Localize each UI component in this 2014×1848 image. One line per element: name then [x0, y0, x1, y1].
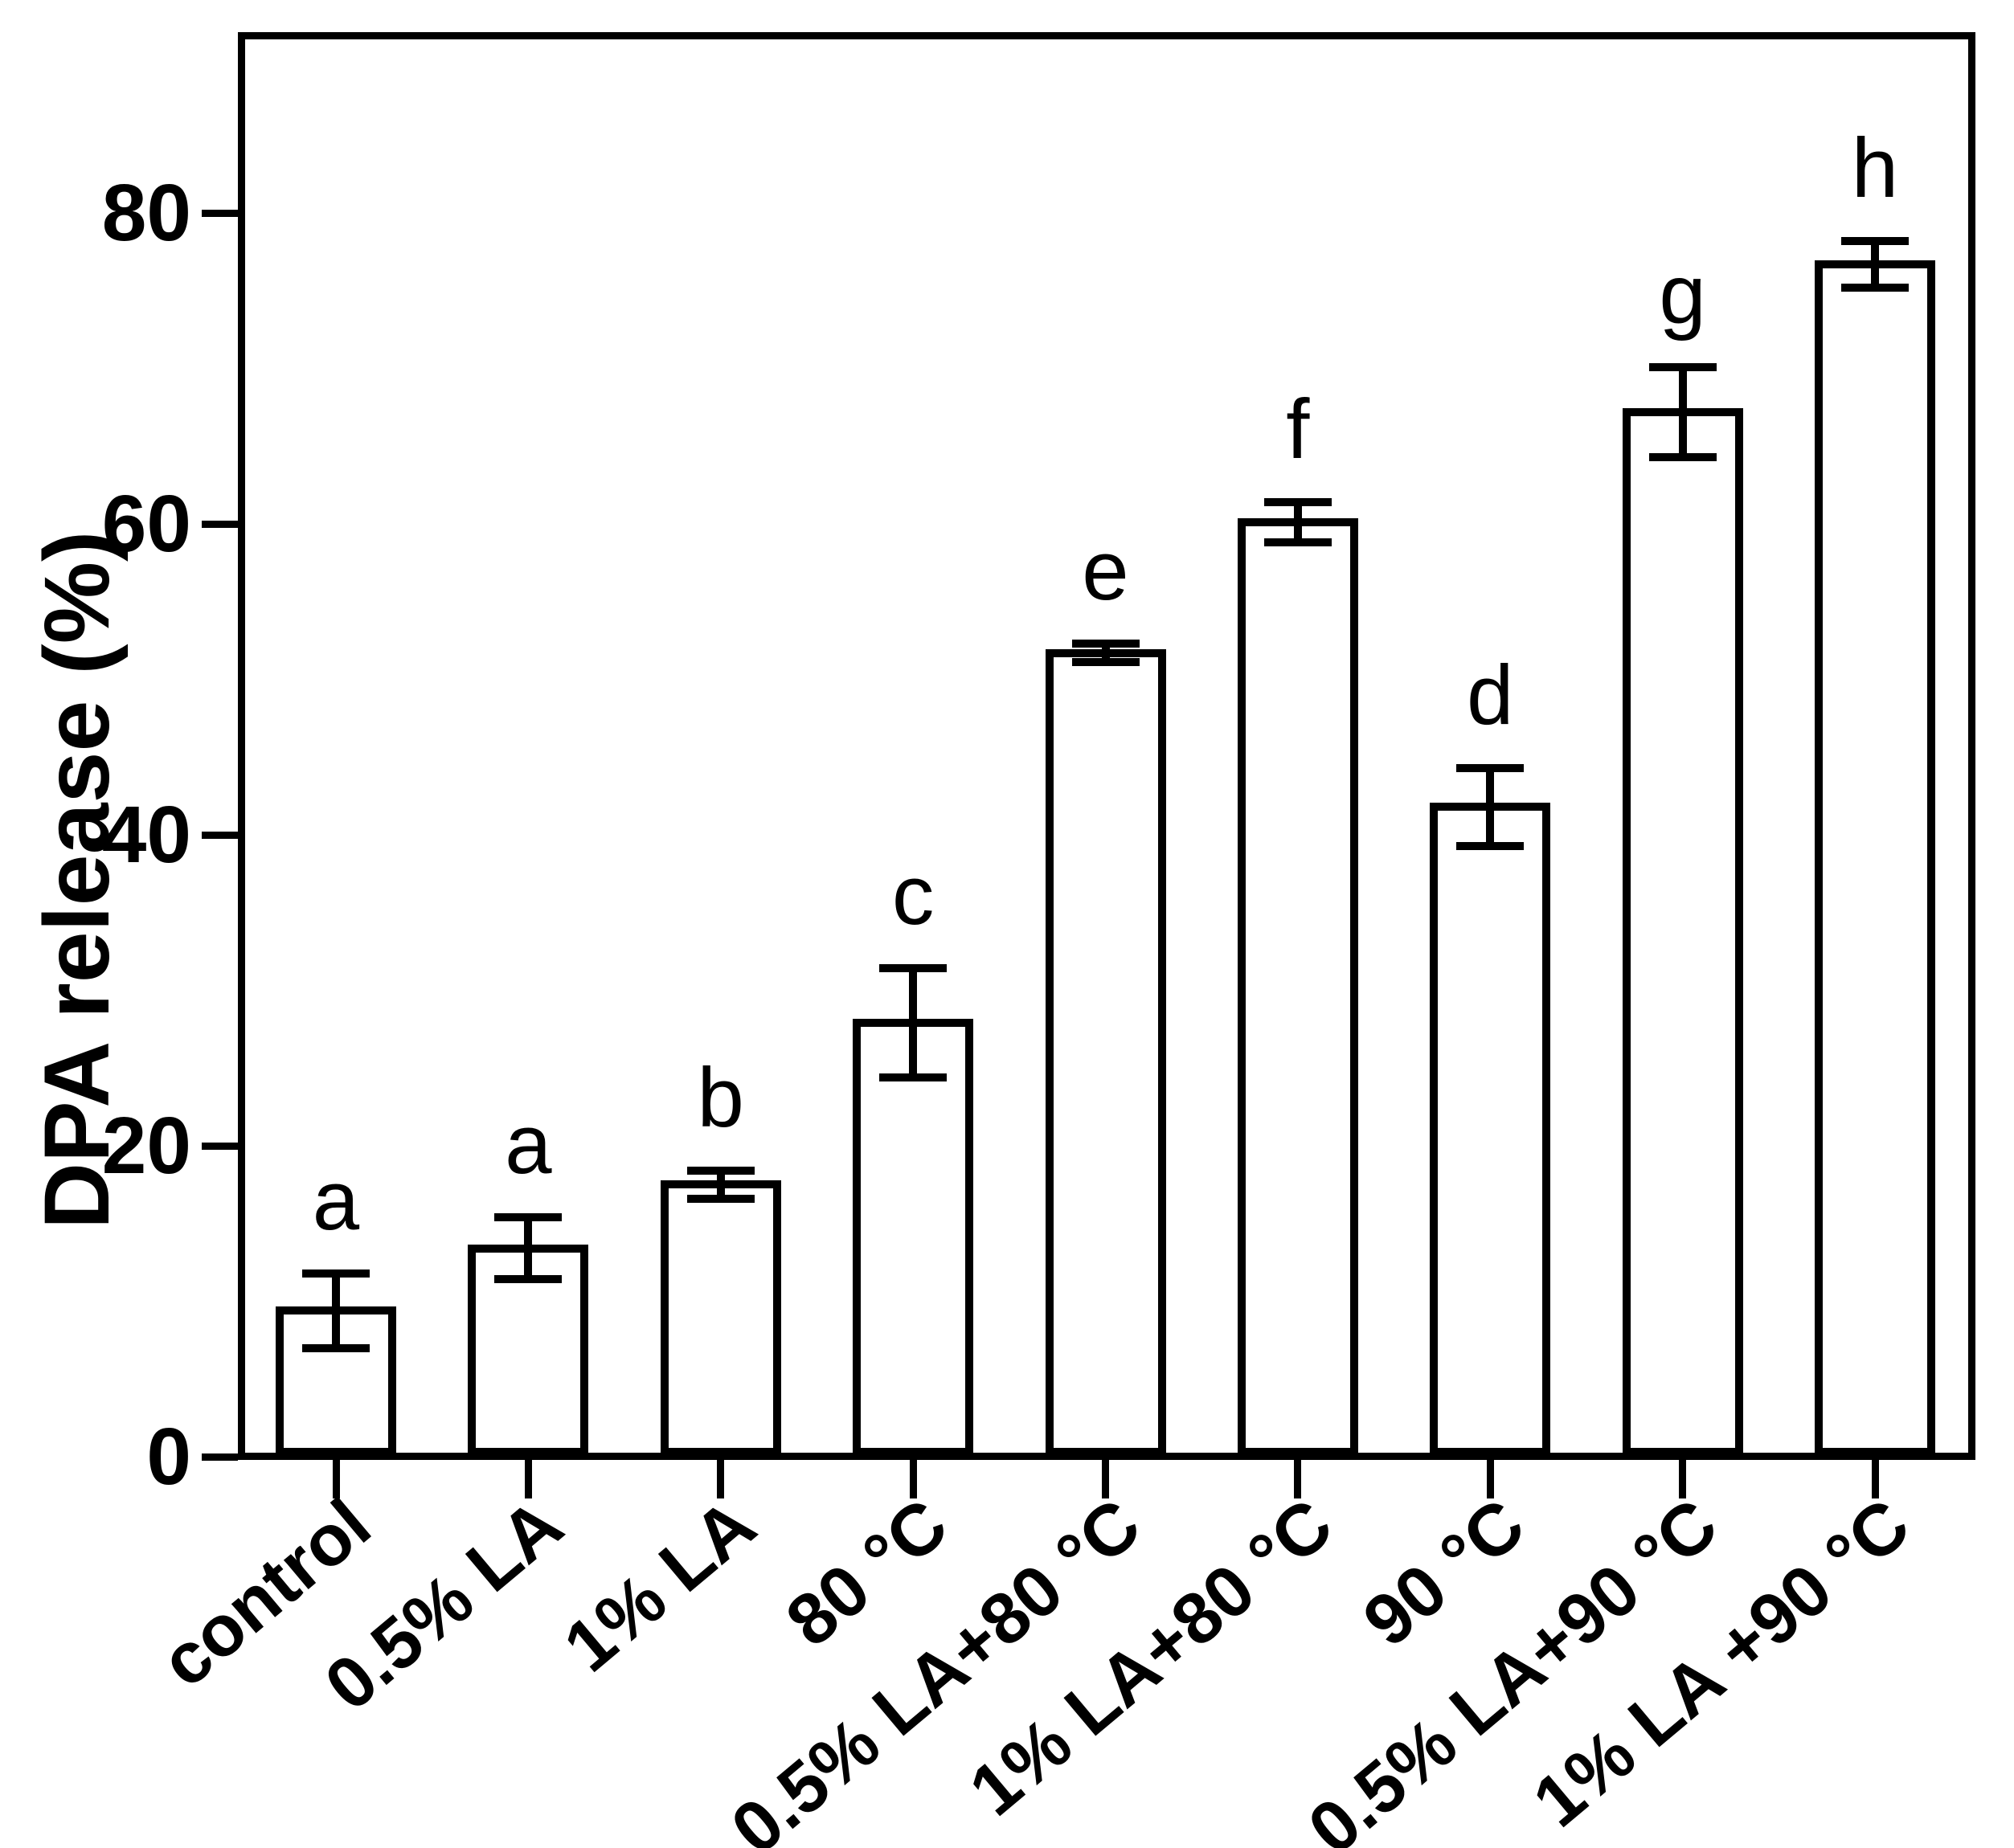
error-bar-cap-top: [1071, 639, 1140, 648]
error-bar-line: [332, 1273, 340, 1348]
y-axis-tick: [202, 831, 238, 839]
error-bar-cap-top: [1263, 497, 1332, 506]
y-axis-tick: [202, 1453, 238, 1461]
error-bar-cap-bottom: [1071, 658, 1140, 667]
y-axis-tick: [202, 1142, 238, 1150]
x-axis-tick: [1871, 1460, 1879, 1498]
x-axis-tick: [1486, 1460, 1494, 1498]
y-axis-tick-label: 0: [146, 1412, 191, 1502]
significance-letter: c: [891, 848, 935, 943]
bar: [468, 1244, 589, 1456]
x-axis-tick: [1679, 1460, 1687, 1498]
significance-letter: a: [505, 1098, 552, 1192]
error-bar-line: [909, 968, 918, 1077]
error-bar-line: [1486, 767, 1495, 846]
error-bar-line: [1678, 366, 1687, 457]
error-bar-cap-bottom: [1648, 452, 1717, 461]
x-axis-tick: [1102, 1460, 1109, 1498]
x-axis-tick: [909, 1460, 917, 1498]
y-axis-tick: [202, 520, 238, 528]
x-axis-tick: [524, 1460, 532, 1498]
error-bar-line: [524, 1217, 533, 1280]
y-axis-tick: [202, 209, 238, 217]
significance-letter: b: [697, 1050, 744, 1145]
error-bar-cap-bottom: [1263, 538, 1332, 547]
bar: [853, 1019, 974, 1456]
plot-frame: [238, 32, 1975, 1460]
error-bar-cap-top: [879, 964, 948, 973]
error-bar-cap-bottom: [494, 1275, 563, 1284]
error-bar-cap-bottom: [302, 1343, 370, 1352]
error-bar-line: [1871, 240, 1879, 288]
bar: [1237, 518, 1358, 1456]
bar: [660, 1180, 781, 1456]
x-axis-tick: [717, 1460, 725, 1498]
significance-letter: f: [1286, 382, 1310, 476]
significance-letter: d: [1467, 648, 1514, 742]
bar: [1430, 803, 1551, 1456]
error-bar-cap-top: [686, 1166, 755, 1175]
error-bar-cap-bottom: [1841, 283, 1909, 292]
error-bar-cap-top: [302, 1269, 370, 1278]
error-bar-line: [716, 1170, 725, 1199]
x-axis-tick: [1294, 1460, 1302, 1498]
bar: [1622, 407, 1743, 1456]
y-axis-tick-label: 20: [101, 1101, 191, 1191]
error-bar-cap-bottom: [879, 1073, 948, 1081]
y-axis-tick-label: 40: [101, 790, 191, 880]
significance-letter: e: [1082, 523, 1129, 618]
error-bar-cap-top: [1841, 236, 1909, 245]
y-axis-tick-label: 60: [101, 479, 191, 569]
significance-letter: g: [1659, 247, 1706, 341]
error-bar-cap-top: [1456, 763, 1525, 772]
error-bar-cap-bottom: [686, 1194, 755, 1203]
y-axis-tick-label: 80: [101, 168, 191, 258]
significance-letter: h: [1851, 121, 1899, 215]
error-bar-line: [1101, 643, 1110, 663]
error-bar-cap-top: [494, 1213, 563, 1221]
error-bar-line: [1293, 501, 1302, 543]
bar: [1815, 260, 1935, 1456]
bar: [1045, 648, 1166, 1456]
significance-letter: a: [312, 1153, 360, 1248]
error-bar-cap-bottom: [1456, 841, 1525, 850]
error-bar-cap-top: [1648, 362, 1717, 371]
x-axis-tick: [332, 1460, 340, 1498]
